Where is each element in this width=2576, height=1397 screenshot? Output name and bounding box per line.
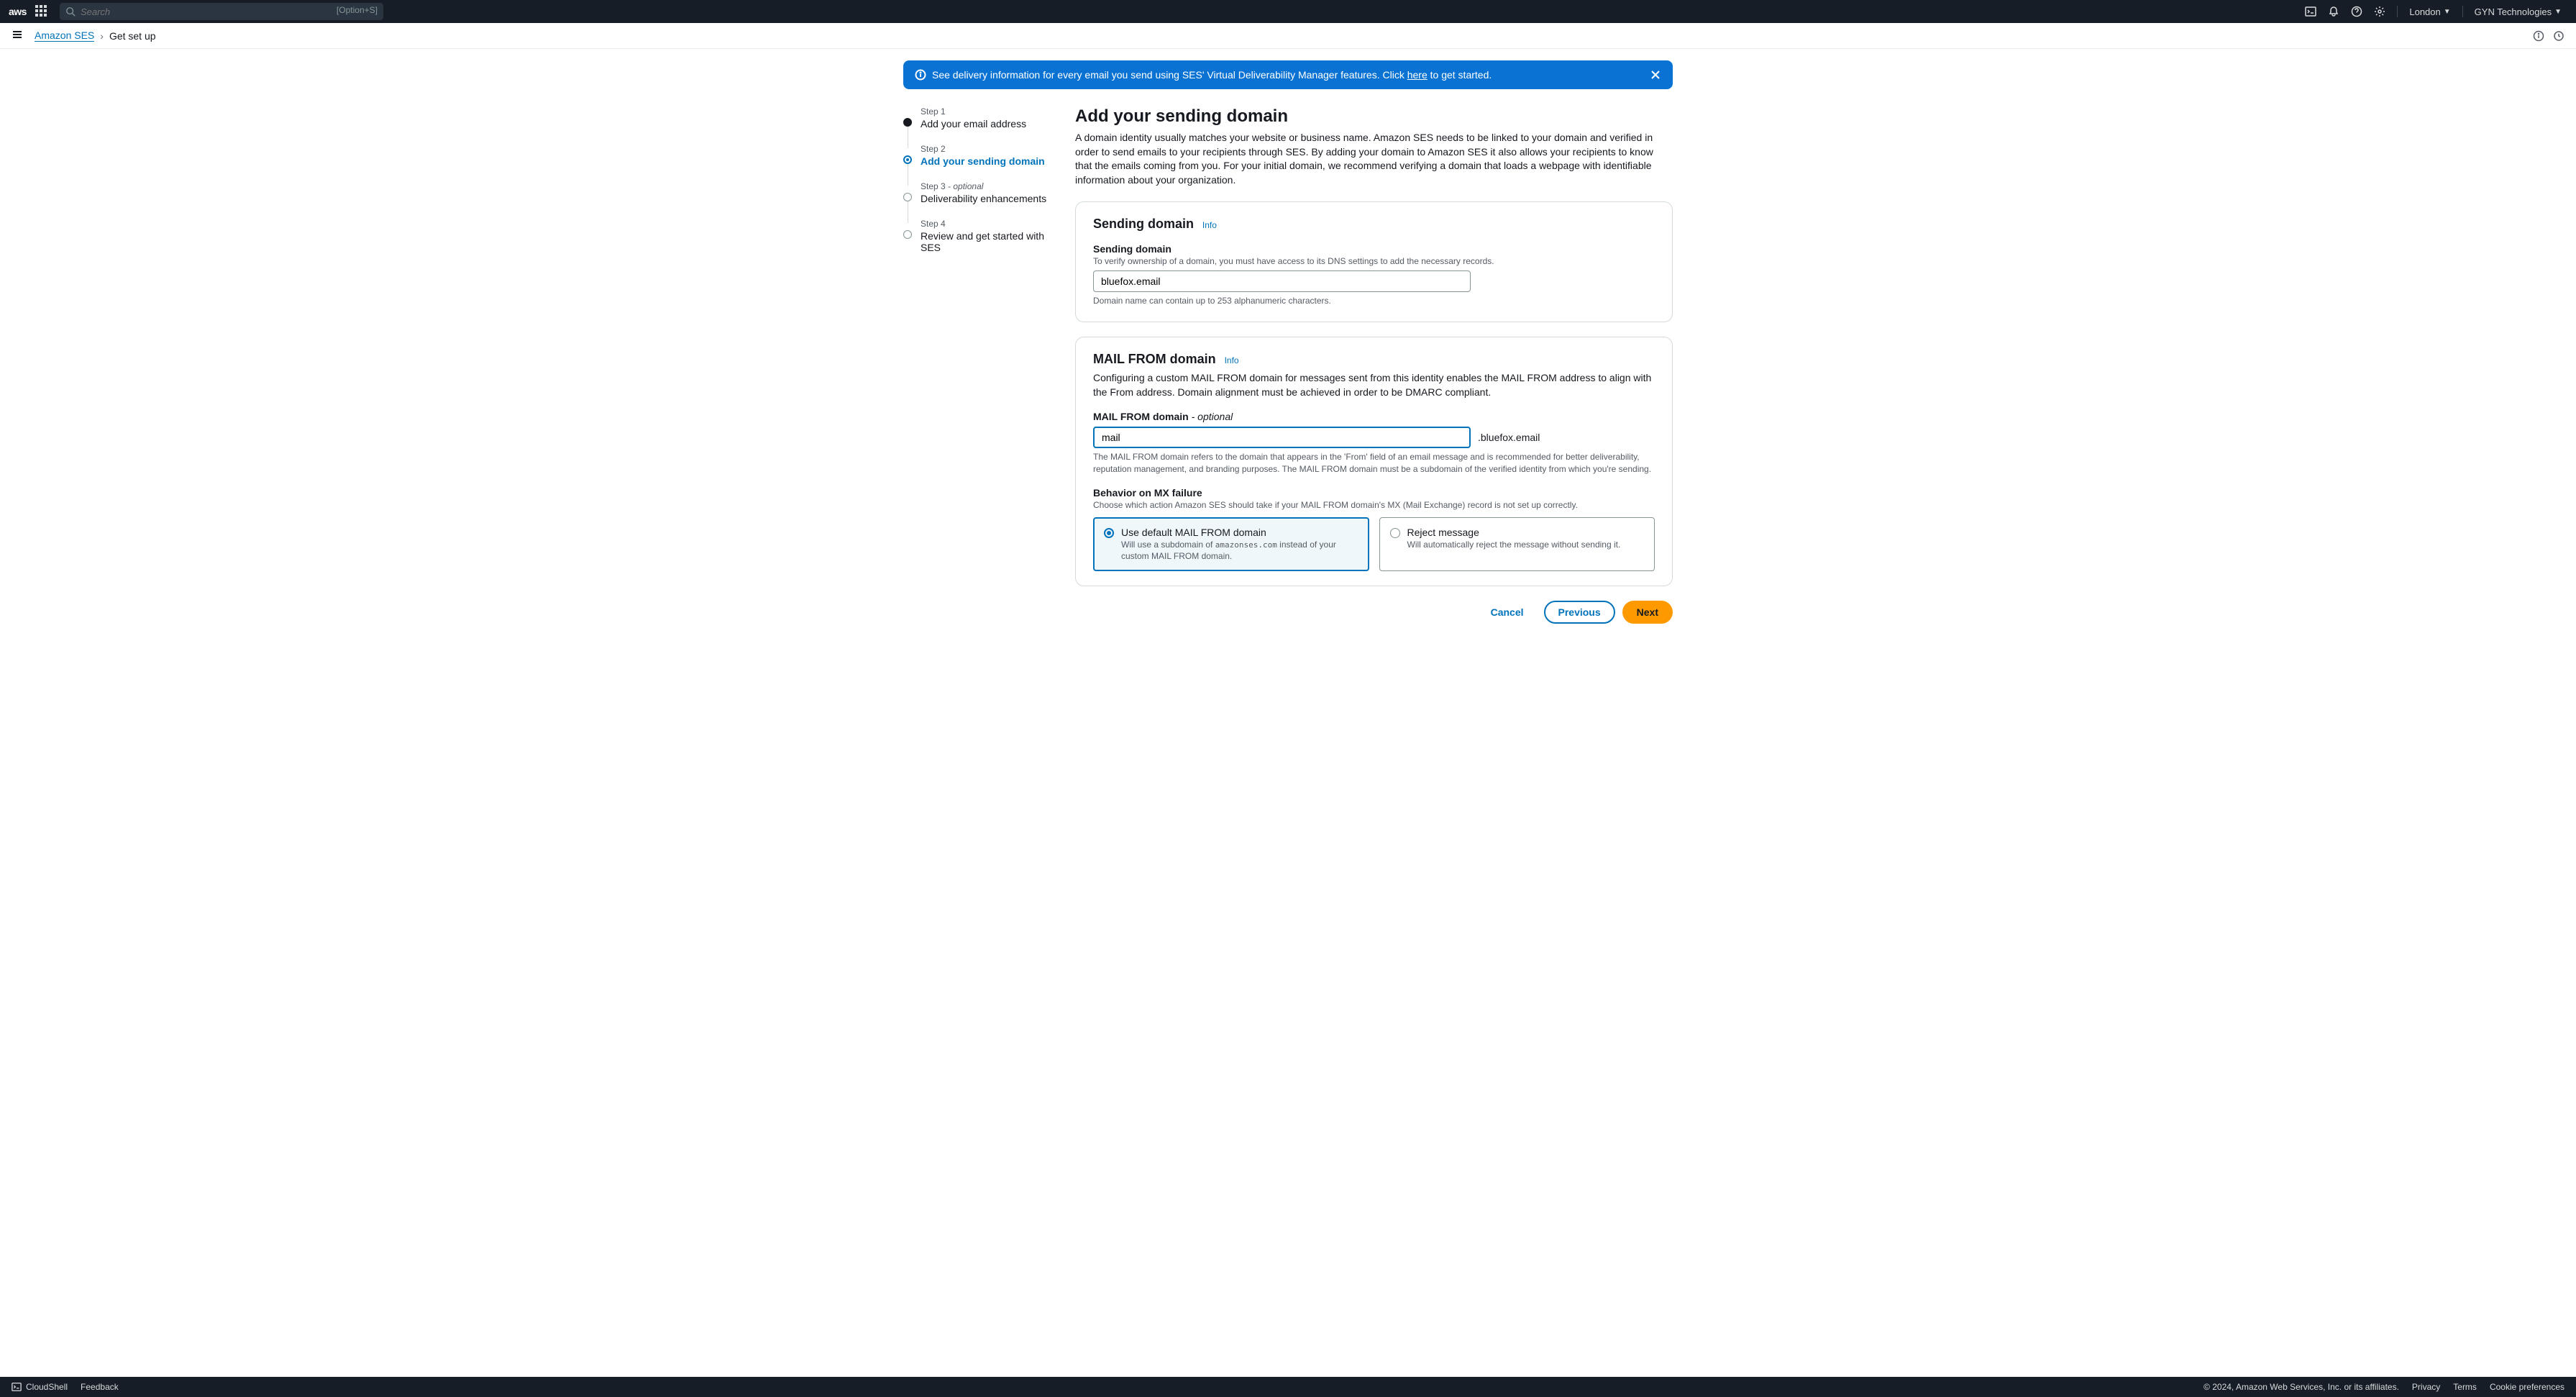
tile-description: Will use a subdomain of amazonses.com in…	[1121, 540, 1358, 562]
help-icon[interactable]	[2345, 0, 2368, 23]
search-icon	[65, 6, 76, 17]
field-constraint: Domain name can contain up to 253 alphan…	[1093, 295, 1655, 307]
privacy-link[interactable]: Privacy	[2412, 1382, 2440, 1392]
feedback-button[interactable]: Feedback	[81, 1382, 119, 1392]
sending-domain-panel: Sending domain Info Sending domain To ve…	[1075, 201, 1673, 322]
flash-link[interactable]: here	[1407, 69, 1428, 81]
panel-title: Sending domain	[1093, 217, 1194, 231]
sending-domain-input[interactable]	[1093, 270, 1471, 292]
main-content: Add your sending domain A domain identit…	[1075, 106, 1673, 624]
step-label: Step 2	[921, 144, 1058, 154]
step-dot-done-icon	[903, 118, 912, 127]
info-circle-icon	[915, 69, 926, 81]
breadcrumb-separator: ›	[100, 30, 104, 42]
cloudshell-button[interactable]: CloudShell	[12, 1382, 68, 1392]
page-description: A domain identity usually matches your w…	[1075, 131, 1673, 187]
field-label: MAIL FROM domain - optional	[1093, 411, 1655, 422]
page-title: Add your sending domain	[1075, 106, 1673, 127]
terms-link[interactable]: Terms	[2453, 1382, 2477, 1392]
domain-suffix: .bluefox.email	[1478, 432, 1540, 443]
step-2[interactable]: Step 2 Add your sending domain	[903, 144, 1058, 181]
mailfrom-domain-input[interactable]	[1093, 427, 1471, 448]
step-3[interactable]: Step 3 - optional Deliverability enhance…	[903, 181, 1058, 219]
footer: CloudShell Feedback © 2024, Amazon Web S…	[0, 1377, 2576, 1397]
radio-icon	[1390, 528, 1400, 538]
cookie-prefs-link[interactable]: Cookie preferences	[2490, 1382, 2564, 1392]
info-flash: See delivery information for every email…	[903, 60, 1673, 89]
info-link[interactable]: Info	[1202, 220, 1217, 230]
step-dot-icon	[903, 230, 912, 239]
search-wrap: [Option+S]	[60, 3, 383, 20]
step-label: Step 1	[921, 106, 1058, 117]
field-label: Behavior on MX failure	[1093, 487, 1655, 499]
mx-behavior-field: Behavior on MX failure Choose which acti…	[1093, 487, 1655, 571]
copyright-text: © 2024, Amazon Web Services, Inc. or its…	[2203, 1382, 2399, 1392]
cancel-button[interactable]: Cancel	[1478, 601, 1537, 624]
search-input[interactable]	[60, 3, 383, 20]
step-label: Step 4	[921, 219, 1058, 229]
field-help: To verify ownership of a domain, you mus…	[1093, 256, 1655, 266]
step-title: Review and get started with SES	[921, 230, 1058, 253]
panel-title: MAIL FROM domain	[1093, 352, 1216, 366]
hamburger-icon[interactable]	[12, 29, 23, 42]
step-title: Add your sending domain	[921, 155, 1058, 167]
tile-label: Reject message	[1407, 527, 1621, 538]
next-button[interactable]: Next	[1622, 601, 1673, 624]
mx-tile-default[interactable]: Use default MAIL FROM domain Will use a …	[1093, 517, 1369, 571]
radio-selected-icon	[1104, 528, 1114, 538]
cloudshell-icon[interactable]	[2299, 0, 2322, 23]
cloudshell-icon	[12, 1382, 22, 1392]
tile-label: Use default MAIL FROM domain	[1121, 527, 1358, 538]
breadcrumb-bar: Amazon SES › Get set up	[0, 23, 2576, 49]
previous-button[interactable]: Previous	[1544, 601, 1615, 624]
info-link[interactable]: Info	[1225, 355, 1239, 365]
mailfrom-panel: MAIL FROM domain Info Configuring a cust…	[1075, 337, 1673, 586]
info-icon[interactable]	[2533, 30, 2544, 42]
breadcrumb-current: Get set up	[109, 30, 156, 42]
step-dot-active-icon	[903, 155, 912, 164]
step-label: Step 3 - optional	[921, 181, 1058, 191]
field-label: Sending domain	[1093, 243, 1655, 255]
mx-tile-reject[interactable]: Reject message Will automatically reject…	[1379, 517, 1655, 571]
account-selector[interactable]: GYN Technologies▼	[2469, 6, 2567, 17]
settings-icon[interactable]	[2368, 0, 2391, 23]
step-title: Deliverability enhancements	[921, 193, 1058, 204]
tile-description: Will automatically reject the message wi…	[1407, 540, 1621, 551]
field-help-below: The MAIL FROM domain refers to the domai…	[1093, 451, 1655, 475]
close-icon[interactable]	[1650, 69, 1661, 81]
region-selector[interactable]: London▼	[2403, 6, 2456, 17]
breadcrumb-service-link[interactable]: Amazon SES	[35, 29, 94, 42]
step-dot-icon	[903, 193, 912, 201]
wizard-actions: Cancel Previous Next	[1075, 601, 1673, 624]
flash-message: See delivery information for every email…	[932, 69, 1644, 81]
panel-description: Configuring a custom MAIL FROM domain fo…	[1093, 371, 1655, 399]
field-help: Choose which action Amazon SES should ta…	[1093, 500, 1655, 510]
search-kbd-hint: [Option+S]	[337, 5, 378, 15]
sending-domain-field: Sending domain To verify ownership of a …	[1093, 243, 1655, 307]
notifications-icon[interactable]	[2322, 0, 2345, 23]
aws-logo[interactable]: aws	[9, 6, 27, 17]
step-4[interactable]: Step 4 Review and get started with SES	[903, 219, 1058, 268]
mailfrom-domain-field: MAIL FROM domain - optional .bluefox.ema…	[1093, 411, 1655, 475]
step-1[interactable]: Step 1 Add your email address	[903, 106, 1058, 144]
services-grid-icon[interactable]	[35, 5, 48, 18]
step-title: Add your email address	[921, 118, 1058, 129]
refresh-schedule-icon[interactable]	[2553, 30, 2564, 42]
page-body: See delivery information for every email…	[0, 49, 2576, 652]
top-nav: aws [Option+S] London▼ GYN Technologies▼	[0, 0, 2576, 23]
wizard-steps: Step 1 Add your email address Step 2 Add…	[903, 106, 1058, 624]
